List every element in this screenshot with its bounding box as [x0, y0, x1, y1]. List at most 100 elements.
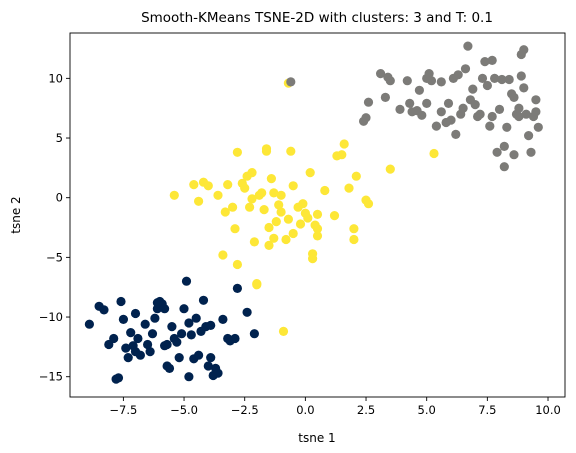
data-point-cluster-2-5: [203, 181, 213, 191]
data-point-cluster-1-57: [194, 350, 204, 360]
data-point-cluster-2-34: [281, 234, 291, 245]
data-point-cluster-2-64: [308, 254, 318, 264]
data-point-cluster-3-43: [502, 122, 512, 132]
x-tick-label: 10.0: [535, 403, 561, 417]
data-point-cluster-2-68: [264, 222, 274, 233]
data-point-cluster-2-52: [339, 139, 349, 149]
data-point-cluster-2-28: [269, 233, 279, 243]
data-point-cluster-2-48: [320, 185, 330, 196]
x-tick-label: −7.5: [109, 403, 137, 417]
data-point-cluster-1-60: [128, 341, 138, 351]
data-point-cluster-2-10: [228, 202, 238, 212]
data-point-cluster-3-3: [361, 113, 371, 123]
data-point-cluster-1-50: [230, 333, 240, 344]
data-point-cluster-1-29: [172, 337, 182, 347]
data-point-cluster-2-30: [274, 200, 284, 210]
data-point-cluster-1-35: [186, 330, 196, 340]
data-point-cluster-3-17: [431, 121, 441, 131]
data-point-cluster-1-58: [152, 298, 162, 308]
y-axis-ticks: −15 −10 −5 0 5 10: [39, 71, 70, 384]
data-point-cluster-1-34: [184, 372, 194, 382]
data-point-cluster-3-34: [482, 80, 492, 91]
data-point-cluster-1-54: [162, 339, 172, 350]
data-point-cluster-2-62: [252, 280, 262, 290]
data-point-cluster-3-60: [395, 104, 405, 114]
data-point-cluster-1-16: [143, 339, 153, 350]
x-axis-label: tsne 1: [298, 431, 335, 445]
data-point-cluster-2-11: [230, 224, 240, 234]
data-point-cluster-1-27: [167, 322, 177, 332]
data-point-cluster-3-13: [414, 85, 424, 95]
data-point-cluster-1-47: [218, 314, 228, 324]
x-axis-ticks: −7.5 −5.0 −2.5 0.0 2.5 5.0 7.5 10.0: [109, 397, 561, 417]
data-point-cluster-3-41: [499, 141, 509, 151]
data-point-cluster-1-39: [198, 295, 209, 305]
data-point-cluster-1-8: [116, 296, 126, 307]
data-point-cluster-1-43: [206, 320, 216, 330]
data-point-cluster-2-18: [247, 168, 257, 178]
data-point-cluster-1-3: [99, 305, 109, 315]
data-point-cluster-2-26: [264, 240, 274, 250]
data-point-cluster-3-54: [526, 147, 536, 157]
data-point-cluster-3-33: [480, 57, 490, 67]
data-point-cluster-3-61: [417, 110, 427, 120]
data-point-cluster-3-15: [424, 69, 434, 79]
data-point-cluster-3-18: [436, 107, 446, 117]
data-point-cluster-2-46: [312, 231, 323, 241]
data-point-cluster-2-65: [247, 194, 257, 204]
data-point-cluster-1-14: [133, 333, 143, 344]
data-point-cluster-2-40: [295, 219, 306, 229]
x-tick-label: 5.0: [418, 403, 436, 417]
data-point-cluster-1-1: [84, 319, 94, 329]
data-point-cluster-3-67: [519, 83, 529, 93]
data-point-cluster-2-38: [288, 228, 298, 239]
data-point-cluster-1-52: [242, 307, 252, 317]
data-point-cluster-3-66: [487, 111, 497, 122]
data-point-cluster-3-29: [470, 100, 480, 110]
data-point-cluster-3-26: [460, 64, 471, 74]
data-point-cluster-3-10: [405, 98, 415, 108]
y-tick-label: −15: [39, 370, 63, 384]
plot-frame: [69, 32, 566, 398]
data-point-cluster-2-63: [269, 188, 279, 198]
data-point-cluster-2-51: [337, 150, 347, 160]
x-tick-label: 0.0: [296, 403, 314, 417]
data-point-cluster-3-5: [376, 69, 386, 79]
data-point-cluster-3-38: [492, 147, 502, 157]
data-point-cluster-2-31: [276, 190, 286, 200]
data-point-cluster-1-13: [130, 308, 141, 319]
data-point-cluster-1-33: [184, 318, 194, 328]
data-point-cluster-2-56: [351, 171, 361, 181]
data-point-cluster-1-9: [118, 314, 128, 324]
data-point-cluster-1-17: [145, 347, 155, 357]
data-point-cluster-2-33: [278, 326, 289, 336]
data-point-cluster-2-8: [220, 207, 230, 217]
x-tick-label: −5.0: [170, 403, 198, 417]
data-point-cluster-3-4: [363, 97, 374, 107]
data-point-cluster-1-15: [140, 319, 150, 329]
data-point-cluster-3-57: [533, 122, 543, 132]
data-point-cluster-3-68: [422, 98, 432, 108]
data-point-cluster-2-9: [223, 180, 233, 190]
data-point-cluster-3-25: [458, 103, 468, 113]
data-point-cluster-3-16: [426, 76, 437, 86]
data-point-cluster-2-29: [271, 217, 281, 227]
data-point-cluster-2-36: [286, 146, 296, 156]
data-point-cluster-3-40: [497, 74, 507, 85]
data-point-cluster-2-22: [257, 188, 267, 198]
data-point-cluster-3-59: [514, 111, 524, 122]
data-point-cluster-3-21: [446, 115, 456, 125]
data-point-cluster-3-56: [531, 95, 541, 105]
data-point-cluster-2-43: [305, 168, 315, 178]
data-point-cluster-2-66: [303, 213, 313, 223]
data-point-cluster-3-65: [468, 84, 478, 94]
data-point-cluster-3-37: [490, 73, 500, 83]
data-point-cluster-3-42: [499, 162, 509, 172]
data-point-cluster-1-12: [126, 328, 136, 338]
data-point-cluster-3-64: [509, 150, 519, 160]
data-point-cluster-3-31: [475, 109, 485, 119]
y-axis-label: tsne 2: [9, 196, 23, 233]
data-point-cluster-1-46: [213, 368, 223, 378]
data-point-cluster-1-10: [121, 343, 131, 353]
data-point-cluster-2-41: [298, 199, 308, 209]
